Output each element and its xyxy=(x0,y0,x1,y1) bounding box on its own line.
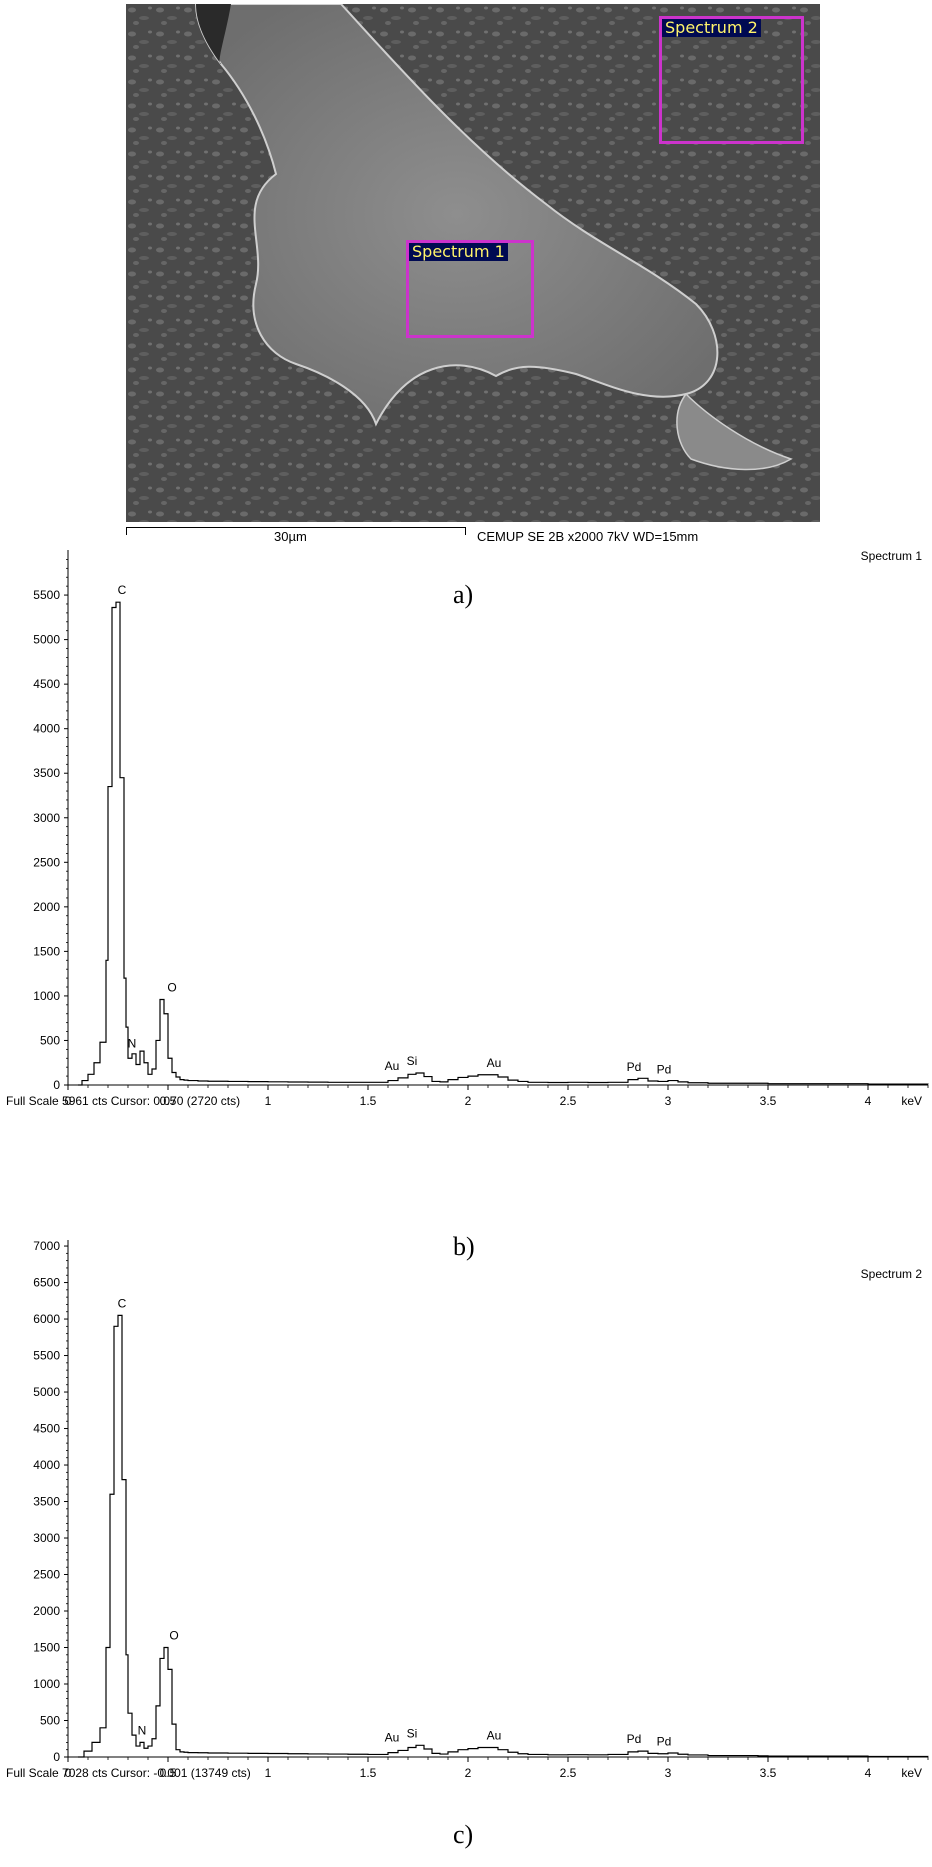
spectrum-1-footer: Full Scale 5961 cts Cursor: 0.070 (2720 … xyxy=(6,1094,240,1108)
scale-bar xyxy=(126,527,466,535)
spectrum-1-y-tick-label: 4000 xyxy=(33,722,60,736)
spectrum-2-y-tick-label: 1000 xyxy=(33,1677,60,1691)
spectrum-1-peak-label: Si xyxy=(407,1054,418,1068)
spectrum-1-x-tick-label: 2 xyxy=(465,1094,472,1108)
spectrum-2-region: Spectrum 2 xyxy=(659,16,804,144)
spectrum-2-y-tick-label: 5000 xyxy=(33,1385,60,1399)
spectrum-2-peak-label: C xyxy=(118,1296,127,1310)
spectrum-1-x-tick-label: 1 xyxy=(265,1094,272,1108)
spectrum-2-y-tick-label: 2000 xyxy=(33,1604,60,1618)
spectrum-2-peak-label: Au xyxy=(487,1729,502,1743)
spectrum-2-y-tick-label: 7000 xyxy=(33,1240,60,1253)
spectrum-2-x-tick-label: 3 xyxy=(665,1766,672,1780)
spectrum-1-y-tick-label: 0 xyxy=(53,1078,60,1092)
spectrum-1-y-tick-label: 4500 xyxy=(33,677,60,691)
spectrum-2-x-tick-label: 3.5 xyxy=(760,1766,777,1780)
spectrum-1-title: Spectrum 1 xyxy=(861,549,923,563)
spectrum-1-chart: 0 500 1000 1500 2000 2500 3000 3500 4000 4500 5000… xyxy=(6,549,929,1108)
spectrum-2-x-tick-label: 2.5 xyxy=(560,1766,577,1780)
spectrum-1-x-tick-label: 2.5 xyxy=(560,1094,577,1108)
spectrum-1-x-tick-label: 1.5 xyxy=(360,1094,377,1108)
spectrum-1-peak-label: N xyxy=(128,1037,137,1051)
spectrum-2-footer: Full Scale 7028 cts Cursor: -0.001 (1374… xyxy=(6,1766,251,1780)
scale-bar-label: 30µm xyxy=(274,529,307,544)
spectrum-1-x-tick-label: 3.5 xyxy=(760,1094,777,1108)
spectrum-2-x-tick-label: 1 xyxy=(265,1766,272,1780)
spectrum-2-y-tick-label: 0 xyxy=(53,1750,60,1764)
spectrum-2-label: Spectrum 2 xyxy=(662,19,761,37)
sem-texture xyxy=(126,4,820,522)
spectrum-2-x-tick-label: 2 xyxy=(465,1766,472,1780)
spectrum-2-peak-label: Pd xyxy=(627,1732,642,1746)
spectrum-2-y-tick-label: 5500 xyxy=(33,1349,60,1363)
spectrum-1-peak-label: O xyxy=(167,980,176,994)
spectrum-2-y-tick-label: 3000 xyxy=(33,1531,60,1545)
spectrum-2-peak-label: O xyxy=(169,1629,178,1643)
spectrum-1-x-tick-label: 3 xyxy=(665,1094,672,1108)
spectrum-1-y-tick-label: 3000 xyxy=(33,811,60,825)
spectrum-1-y-tick-label: 1000 xyxy=(33,989,60,1003)
panel-label-b: b) xyxy=(453,1232,475,1261)
spectrum-1-y-tick-label: 500 xyxy=(40,1033,60,1047)
spectrum-1-y-tick-label: 3500 xyxy=(33,766,60,780)
sem-info-text: CEMUP SE 2B x2000 7kV WD=15mm xyxy=(477,529,699,544)
panel-label-a: a) xyxy=(453,580,474,609)
spectrum-2-x-tick-label: 1.5 xyxy=(360,1766,377,1780)
spectrum-1-peak-label: Pd xyxy=(657,1062,672,1076)
spectrum-2-y-tick-label: 3500 xyxy=(33,1495,60,1509)
spectrum-1-region: Spectrum 1 xyxy=(406,240,534,338)
spectrum-1-label: Spectrum 1 xyxy=(409,243,508,261)
spectrum-1-peak-label: Au xyxy=(385,1059,400,1073)
spectrum-1-peak-label: Pd xyxy=(627,1060,642,1074)
spectrum-2-peak-label: Si xyxy=(407,1726,418,1740)
spectrum-1-x-tick-label: 4 xyxy=(865,1094,872,1108)
spectrum-1-y-tick-label: 2500 xyxy=(33,855,60,869)
spectrum-1-y-tick-label: 2000 xyxy=(33,900,60,914)
spectrum-2-y-tick-label: 500 xyxy=(40,1714,60,1728)
spectrum-2-x-axis-label: keV xyxy=(901,1766,922,1780)
spectrum-2-peak-label: N xyxy=(138,1723,147,1737)
spectrum-2-y-tick-label: 4000 xyxy=(33,1458,60,1472)
spectrum-2-chart: 0 500 1000 1500 2000 2500 3000 3500 4000 4500 5000… xyxy=(6,1240,929,1780)
spectrum-2-series-line xyxy=(78,1314,929,1758)
spectrum-2-peak-label: Pd xyxy=(657,1734,672,1748)
spectrum-1-x-tick-label: 0 xyxy=(65,1094,72,1108)
spectrum-1-series-line xyxy=(78,601,929,1086)
spectrum-1-y-tick-label: 1500 xyxy=(33,944,60,958)
spectrum-1-peak-label: C xyxy=(118,583,127,597)
spectrum-2-x-tick-label: 0.5 xyxy=(160,1766,177,1780)
spectrum-1-y-tick-label: 5000 xyxy=(33,633,60,647)
spectrum-1-y-tick-label: 5500 xyxy=(33,588,60,602)
spectrum-2-x-tick-label: 0 xyxy=(65,1766,72,1780)
spectrum-1-x-axis-label: keV xyxy=(901,1094,922,1108)
spectrum-2-y-tick-label: 2500 xyxy=(33,1568,60,1582)
spectrum-2-y-tick-label: 1500 xyxy=(33,1641,60,1655)
spectrum-2-y-tick-label: 6000 xyxy=(33,1312,60,1326)
sem-micrograph: Spectrum 1 Spectrum 2 xyxy=(126,4,820,522)
spectrum-2-x-tick-label: 4 xyxy=(865,1766,872,1780)
spectrum-1-peak-label: Au xyxy=(487,1056,502,1070)
spectrum-2-y-tick-label: 6500 xyxy=(33,1276,60,1290)
spectrum-1-x-tick-label: 0.5 xyxy=(160,1094,177,1108)
spectrum-2-y-tick-label: 4500 xyxy=(33,1422,60,1436)
spectrum-2-peak-label: Au xyxy=(385,1731,400,1745)
panel-label-c: c) xyxy=(453,1820,474,1849)
spectrum-2-title: Spectrum 2 xyxy=(861,1267,923,1281)
